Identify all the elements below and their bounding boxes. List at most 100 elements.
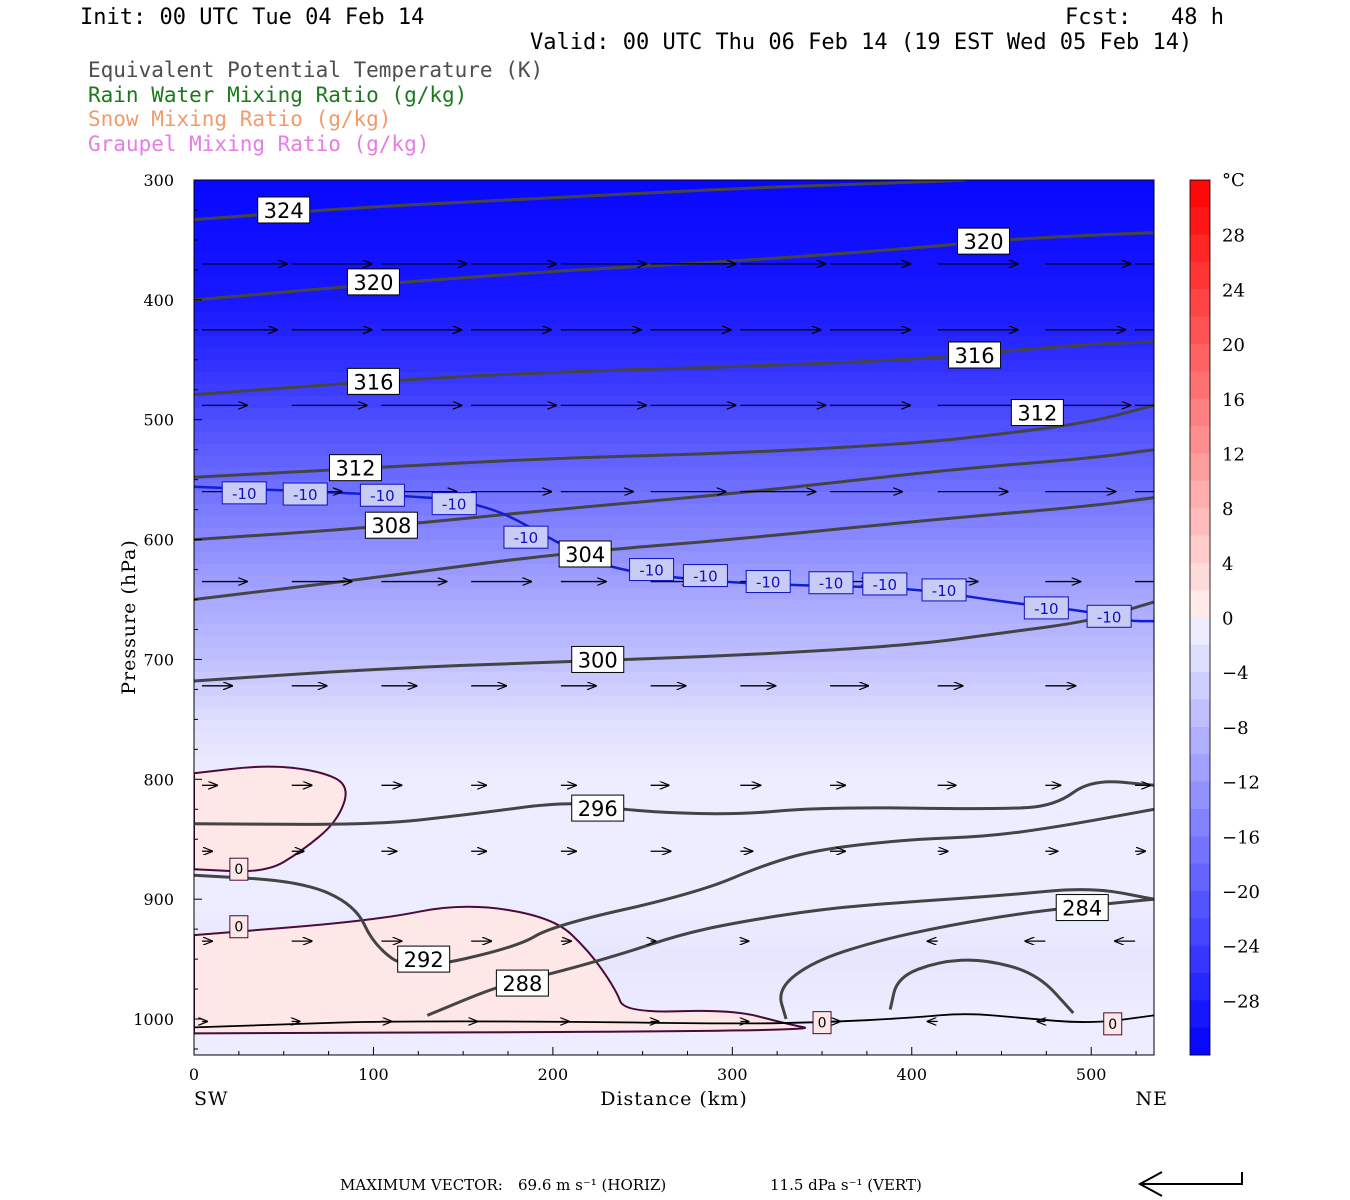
zero-isotherm-label: 0 <box>812 1011 832 1035</box>
temperature-band <box>194 911 1154 924</box>
theta-e-label: 312 <box>1010 399 1064 427</box>
temperature-band <box>194 299 1154 313</box>
colorbar-band <box>1190 453 1210 482</box>
temperature-band <box>194 899 1154 912</box>
temperature-band <box>194 599 1154 613</box>
temperature-band <box>194 887 1154 900</box>
y-axis-title: Pressure (hPa) <box>118 539 140 695</box>
isotherm-label-text: -10 <box>370 487 395 505</box>
theta-e-contour-320 <box>194 231 1154 302</box>
warm-pocket-upper <box>194 765 347 873</box>
temperature-band <box>194 359 1154 373</box>
temperature-band <box>194 251 1154 265</box>
temperature-band <box>194 371 1154 385</box>
colorbar-tick-label: 12 <box>1222 444 1245 465</box>
isotherm-label-text: -10 <box>693 568 718 586</box>
isotherm-label-box <box>1023 596 1069 620</box>
colorbar-band <box>1190 508 1210 536</box>
temperature-band <box>194 515 1154 529</box>
temperature-band <box>194 587 1154 601</box>
colorbar-band <box>1190 945 1210 974</box>
colorbar-tick-label: −24 <box>1222 937 1260 958</box>
isotherm-label: -10 <box>431 492 477 516</box>
theta-e-label-box <box>346 367 400 395</box>
x-tick-label: 100 <box>358 1065 389 1084</box>
isotherm-label-text: -10 <box>873 576 898 594</box>
theta-e-label: 320 <box>346 268 400 296</box>
theta-e-label-box <box>495 969 549 997</box>
theta-e-label-text: 320 <box>963 230 1003 254</box>
temperature-band <box>194 239 1154 253</box>
temperature-band <box>194 347 1154 361</box>
theta-e-contour-316 <box>194 340 1154 397</box>
colorbar-tick-label: 20 <box>1222 335 1245 356</box>
isotherm-label-box <box>359 483 405 507</box>
theta-e-contour-304 <box>194 496 1154 601</box>
temperature-band <box>194 875 1154 888</box>
temperature-band <box>194 1043 1154 1055</box>
temperature-shading <box>194 180 1154 1055</box>
isotherm-label-box <box>862 572 908 596</box>
x-tick-label: 500 <box>1076 1065 1107 1084</box>
max-vector-vert: 11.5 dPa s⁻¹ (VERT) <box>770 1176 922 1194</box>
isotherm-label: -10 <box>921 578 967 602</box>
temperature-band <box>194 1031 1154 1044</box>
temperature-band <box>194 539 1154 553</box>
temperature-band <box>194 767 1154 780</box>
colorbar-tick-label: −12 <box>1222 773 1260 794</box>
theta-e-label-text: 296 <box>578 797 618 821</box>
isotherm-label-text: -10 <box>639 562 664 580</box>
colorbar-tick-label: −4 <box>1222 663 1249 684</box>
x-tick-label: 200 <box>538 1065 569 1084</box>
colorbar-unit: °C <box>1222 170 1245 191</box>
isotherm-label-text: -10 <box>1034 600 1059 618</box>
colorbar-band <box>1190 1000 1210 1029</box>
isotherm-label-box <box>431 492 477 516</box>
isotherm-label: -10 <box>1086 604 1132 628</box>
isotherm-label-text: -10 <box>756 574 781 592</box>
colorbar-tick-label: −8 <box>1222 718 1249 739</box>
theta-e-label: 288 <box>495 969 549 997</box>
theta-e-label: 296 <box>571 794 625 822</box>
colorbar-tick-label: 16 <box>1222 390 1245 411</box>
isotherm-label-text: -10 <box>819 575 844 593</box>
temperature-band <box>194 803 1154 816</box>
theta-e-contour-308 <box>194 448 1154 542</box>
colorbar-band <box>1190 426 1210 454</box>
theta-e-label: 304 <box>558 540 612 568</box>
theta-e-label-box <box>1055 894 1109 922</box>
theta-e-contours <box>194 180 1154 1020</box>
isotherm-label: -10 <box>282 482 328 506</box>
y-tick-label: 700 <box>143 650 174 669</box>
colorbar-band <box>1190 836 1210 865</box>
isotherm-label: -10 <box>359 483 405 507</box>
isotherm-label: -10 <box>682 564 728 588</box>
theta-e-contour-296 <box>194 780 1154 826</box>
temperature-band <box>194 791 1154 804</box>
y-tick-label: 1000 <box>133 1010 174 1029</box>
legend-graupel: Graupel Mixing Ratio (g/kg) <box>88 132 430 156</box>
valid-time: Valid: 00 UTC Thu 06 Feb 14 (19 EST Wed … <box>530 30 1193 55</box>
isotherm-label-box <box>282 482 328 506</box>
zero-isotherm-label: 0 <box>1103 1012 1123 1036</box>
y-tick-label: 600 <box>143 531 174 550</box>
theta-e-label-box <box>957 227 1011 255</box>
isotherm-label-box <box>503 525 549 549</box>
legend-theta-e: Equivalent Potential Temperature (K) <box>88 58 544 82</box>
colorbar-band <box>1190 234 1210 263</box>
theta-e-contour-292 <box>194 807 1154 967</box>
zero-isotherm-label: 0 <box>229 915 249 939</box>
temperature-band <box>194 287 1154 301</box>
x-tick-label: 300 <box>717 1065 748 1084</box>
isotherm-label: -10 <box>745 570 791 594</box>
max-vector-horiz: 69.6 m s⁻¹ (HORIZ) <box>518 1176 667 1194</box>
colorbar-band <box>1190 808 1210 837</box>
isotherm-label-box <box>921 578 967 602</box>
colorbar-band <box>1190 863 1210 892</box>
colorbar: °C 28 24 20 16 12 8 4 0 −4 −8 −12 −16 −20 −24 −28 <box>1189 170 1260 1056</box>
y-tick-label: 300 <box>143 171 174 190</box>
theta-e-label-box <box>948 341 1002 369</box>
theta-e-label: 284 <box>1055 894 1109 922</box>
temperature-band <box>194 863 1154 876</box>
init-time: Init: 00 UTC Tue 04 Feb 14 <box>80 5 425 30</box>
